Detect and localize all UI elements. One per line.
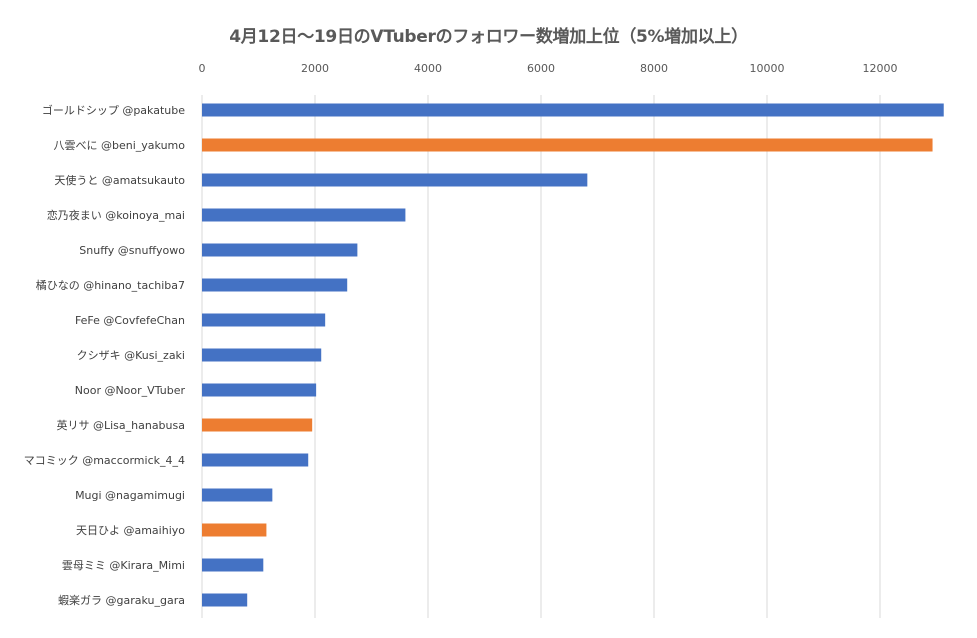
category-label: 橘ひなの @hinano_tachiba7 <box>36 279 185 292</box>
x-tick-label: 12000 <box>863 62 898 75</box>
bar <box>202 593 248 607</box>
category-label: 八雲べに @beni_yakumo <box>54 139 186 152</box>
bar <box>202 313 326 327</box>
category-label: Noor @Noor_VTuber <box>75 384 186 397</box>
bar <box>202 523 267 537</box>
bar <box>202 383 317 397</box>
category-label: 天使うと @amatsukauto <box>54 174 185 187</box>
bar <box>202 453 309 467</box>
x-tick-label: 10000 <box>750 62 785 75</box>
category-label: 雲母ミミ @Kirara_Mimi <box>62 559 185 572</box>
category-label: FeFe @CovfefeChan <box>75 314 185 327</box>
bar <box>202 558 264 572</box>
x-tick-label: 8000 <box>640 62 668 75</box>
category-label: Mugi @nagamimugi <box>75 489 185 502</box>
category-label: Snuffy @snuffyowo <box>79 244 185 257</box>
bar <box>202 243 358 257</box>
bar <box>202 173 588 187</box>
category-label: 蝦楽ガラ @garaku_gara <box>58 594 185 607</box>
x-tick-label: 0 <box>199 62 206 75</box>
bar <box>202 278 348 292</box>
bar <box>202 138 933 152</box>
bar <box>202 208 406 222</box>
x-tick-label: 4000 <box>414 62 442 75</box>
x-tick-label: 2000 <box>301 62 329 75</box>
category-label: 天日ひよ @amaihiyo <box>76 524 185 537</box>
category-label: 恋乃夜まい @koinoya_mai <box>47 208 185 222</box>
bar <box>202 488 273 502</box>
category-label: ゴールドシップ @pakatube <box>42 103 185 117</box>
x-tick-label: 6000 <box>527 62 555 75</box>
chart-title: 4月12日〜19日のVTuberのフォロワー数増加上位（5%増加以上） <box>229 27 748 47</box>
bar <box>202 348 322 362</box>
category-label: マコミック @maccormick_4_4 <box>24 454 185 467</box>
category-label: クシザキ @Kusi_zaki <box>77 349 185 362</box>
bar <box>202 103 944 117</box>
bar <box>202 418 313 432</box>
category-label: 英リサ @Lisa_hanabusa <box>56 418 185 432</box>
